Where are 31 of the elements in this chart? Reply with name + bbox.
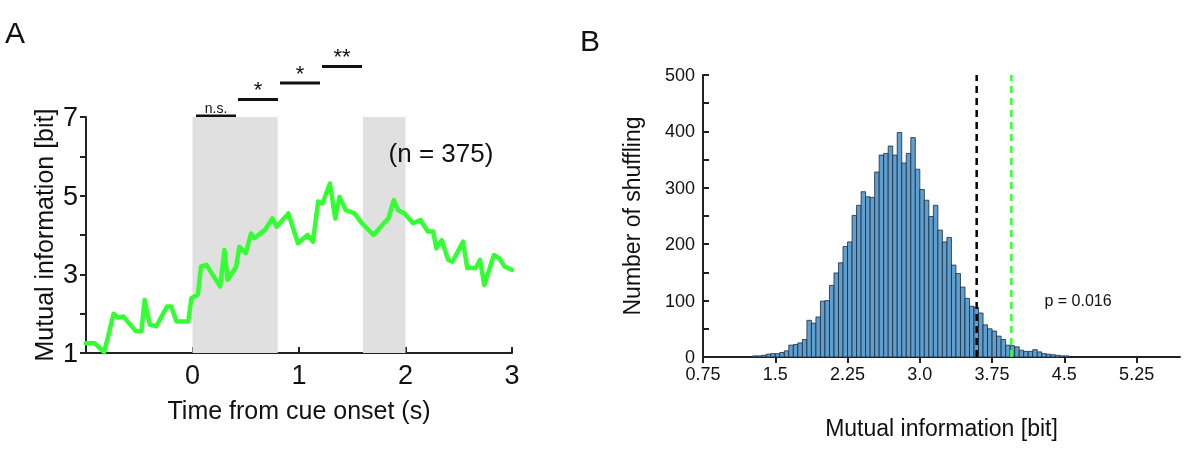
y-axis-title: Number of shuffling [619,116,645,316]
y-tick-label: 5 [62,180,78,211]
y-tick-label: 7 [62,102,78,132]
y-tick-label: 3 [62,259,78,290]
x-tick-label: 2 [397,359,414,390]
x-tick-label: 3 [504,359,520,390]
x-tick-label: 0 [184,359,201,390]
y-axis-title: Mutual information [bit] [30,108,58,362]
text: n.s. [204,100,228,116]
y-tick-label: 400 [664,121,695,142]
y-tick-label: 100 [664,290,695,311]
x-tick-label: 1.5 [762,364,788,384]
text: * [295,60,305,86]
x-tick-label: 3.0 [907,364,933,384]
annotation: (n = 375) [388,138,494,168]
x-axis-title: Mutual information [bit] [825,415,1058,441]
chart-title: B [580,23,601,57]
chart-title: A [5,15,26,49]
y-tick-label: 300 [664,177,695,198]
y-tick-label: 200 [664,234,695,255]
x-tick-label: 0.75 [685,364,721,384]
y-tick-label: 500 [664,65,695,85]
x-tick-label: 4.5 [1051,364,1077,384]
x-axis-title: Time from cue onset (s) [167,396,431,424]
x-tick-label: 5.25 [1119,364,1155,384]
annotation: p = 0.016 [1044,291,1112,309]
x-tick-label: 3.75 [974,364,1010,384]
text: ** [333,44,351,69]
text: * [253,77,263,102]
x-tick-label: 1 [291,359,307,390]
x-tick-label: 2.25 [830,364,866,384]
